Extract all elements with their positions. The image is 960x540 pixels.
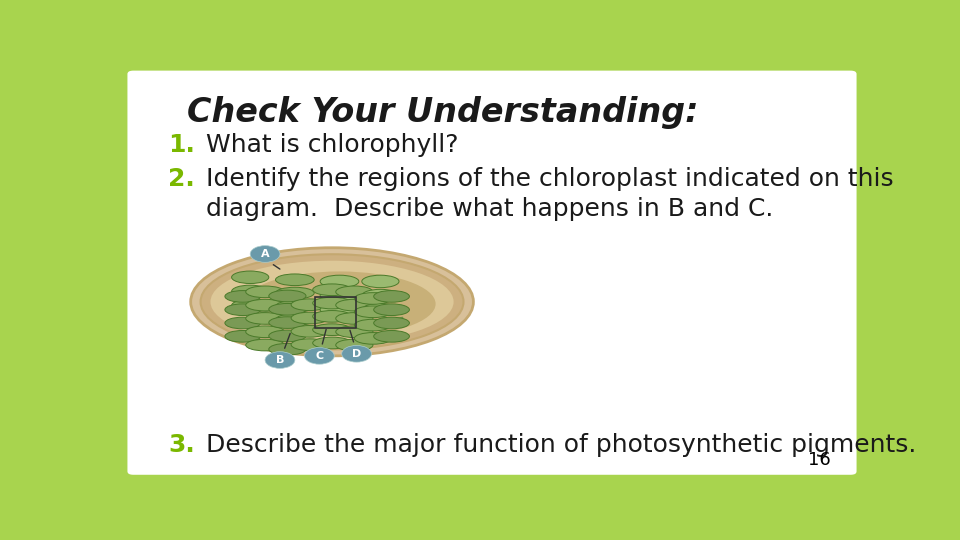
Ellipse shape [269, 343, 306, 355]
Text: 2.: 2. [168, 167, 195, 191]
Ellipse shape [231, 299, 269, 312]
Ellipse shape [313, 324, 351, 335]
Ellipse shape [373, 304, 409, 315]
Ellipse shape [269, 290, 306, 302]
Ellipse shape [291, 339, 328, 350]
Ellipse shape [201, 254, 464, 349]
Ellipse shape [276, 274, 314, 286]
Ellipse shape [269, 303, 306, 315]
Text: D: D [352, 349, 361, 359]
Ellipse shape [336, 339, 372, 351]
Text: What is chlorophyll?: What is chlorophyll? [205, 133, 458, 157]
Ellipse shape [269, 330, 306, 342]
Ellipse shape [276, 301, 314, 312]
Ellipse shape [373, 291, 409, 302]
Ellipse shape [246, 326, 284, 338]
Ellipse shape [225, 317, 260, 329]
Ellipse shape [320, 275, 359, 288]
Text: 3.: 3. [168, 433, 195, 457]
Circle shape [251, 246, 280, 262]
Ellipse shape [191, 248, 473, 356]
Ellipse shape [354, 319, 392, 331]
Ellipse shape [336, 313, 372, 324]
Ellipse shape [276, 314, 314, 326]
Ellipse shape [354, 293, 392, 305]
Circle shape [265, 352, 295, 368]
Ellipse shape [354, 333, 392, 344]
Ellipse shape [269, 317, 306, 328]
Ellipse shape [276, 287, 314, 299]
Ellipse shape [291, 312, 328, 324]
Ellipse shape [225, 304, 260, 315]
Ellipse shape [373, 317, 409, 329]
Text: 1.: 1. [168, 133, 195, 157]
Text: 16: 16 [807, 451, 830, 469]
FancyBboxPatch shape [128, 71, 856, 475]
Ellipse shape [313, 297, 351, 309]
Ellipse shape [225, 291, 260, 302]
Ellipse shape [362, 275, 399, 288]
Ellipse shape [246, 299, 284, 311]
Ellipse shape [362, 289, 399, 302]
Ellipse shape [373, 330, 409, 342]
Ellipse shape [336, 299, 372, 311]
Ellipse shape [313, 284, 351, 295]
Ellipse shape [336, 326, 372, 338]
Circle shape [304, 348, 334, 364]
Ellipse shape [246, 286, 284, 298]
Ellipse shape [336, 286, 372, 298]
Ellipse shape [225, 330, 260, 342]
Text: A: A [261, 249, 270, 259]
Text: Identify the regions of the chloroplast indicated on this
diagram.  Describe wha: Identify the regions of the chloroplast … [205, 167, 893, 221]
Text: B: B [276, 355, 284, 365]
Ellipse shape [362, 303, 399, 316]
Text: C: C [315, 351, 324, 361]
Ellipse shape [313, 337, 351, 349]
Ellipse shape [231, 271, 269, 284]
Ellipse shape [243, 272, 436, 336]
Ellipse shape [354, 306, 392, 318]
Ellipse shape [320, 289, 359, 302]
Ellipse shape [291, 299, 328, 310]
Ellipse shape [320, 303, 359, 316]
Ellipse shape [291, 326, 328, 337]
Text: Check Your Understanding:: Check Your Understanding: [187, 96, 699, 129]
Bar [315, 296, 356, 328]
Text: Describe the major function of photosynthetic pigments.: Describe the major function of photosynt… [205, 433, 916, 457]
Ellipse shape [231, 285, 269, 298]
Ellipse shape [313, 310, 351, 322]
Circle shape [342, 346, 372, 362]
Ellipse shape [246, 339, 284, 351]
Ellipse shape [246, 313, 284, 324]
Ellipse shape [210, 261, 454, 343]
